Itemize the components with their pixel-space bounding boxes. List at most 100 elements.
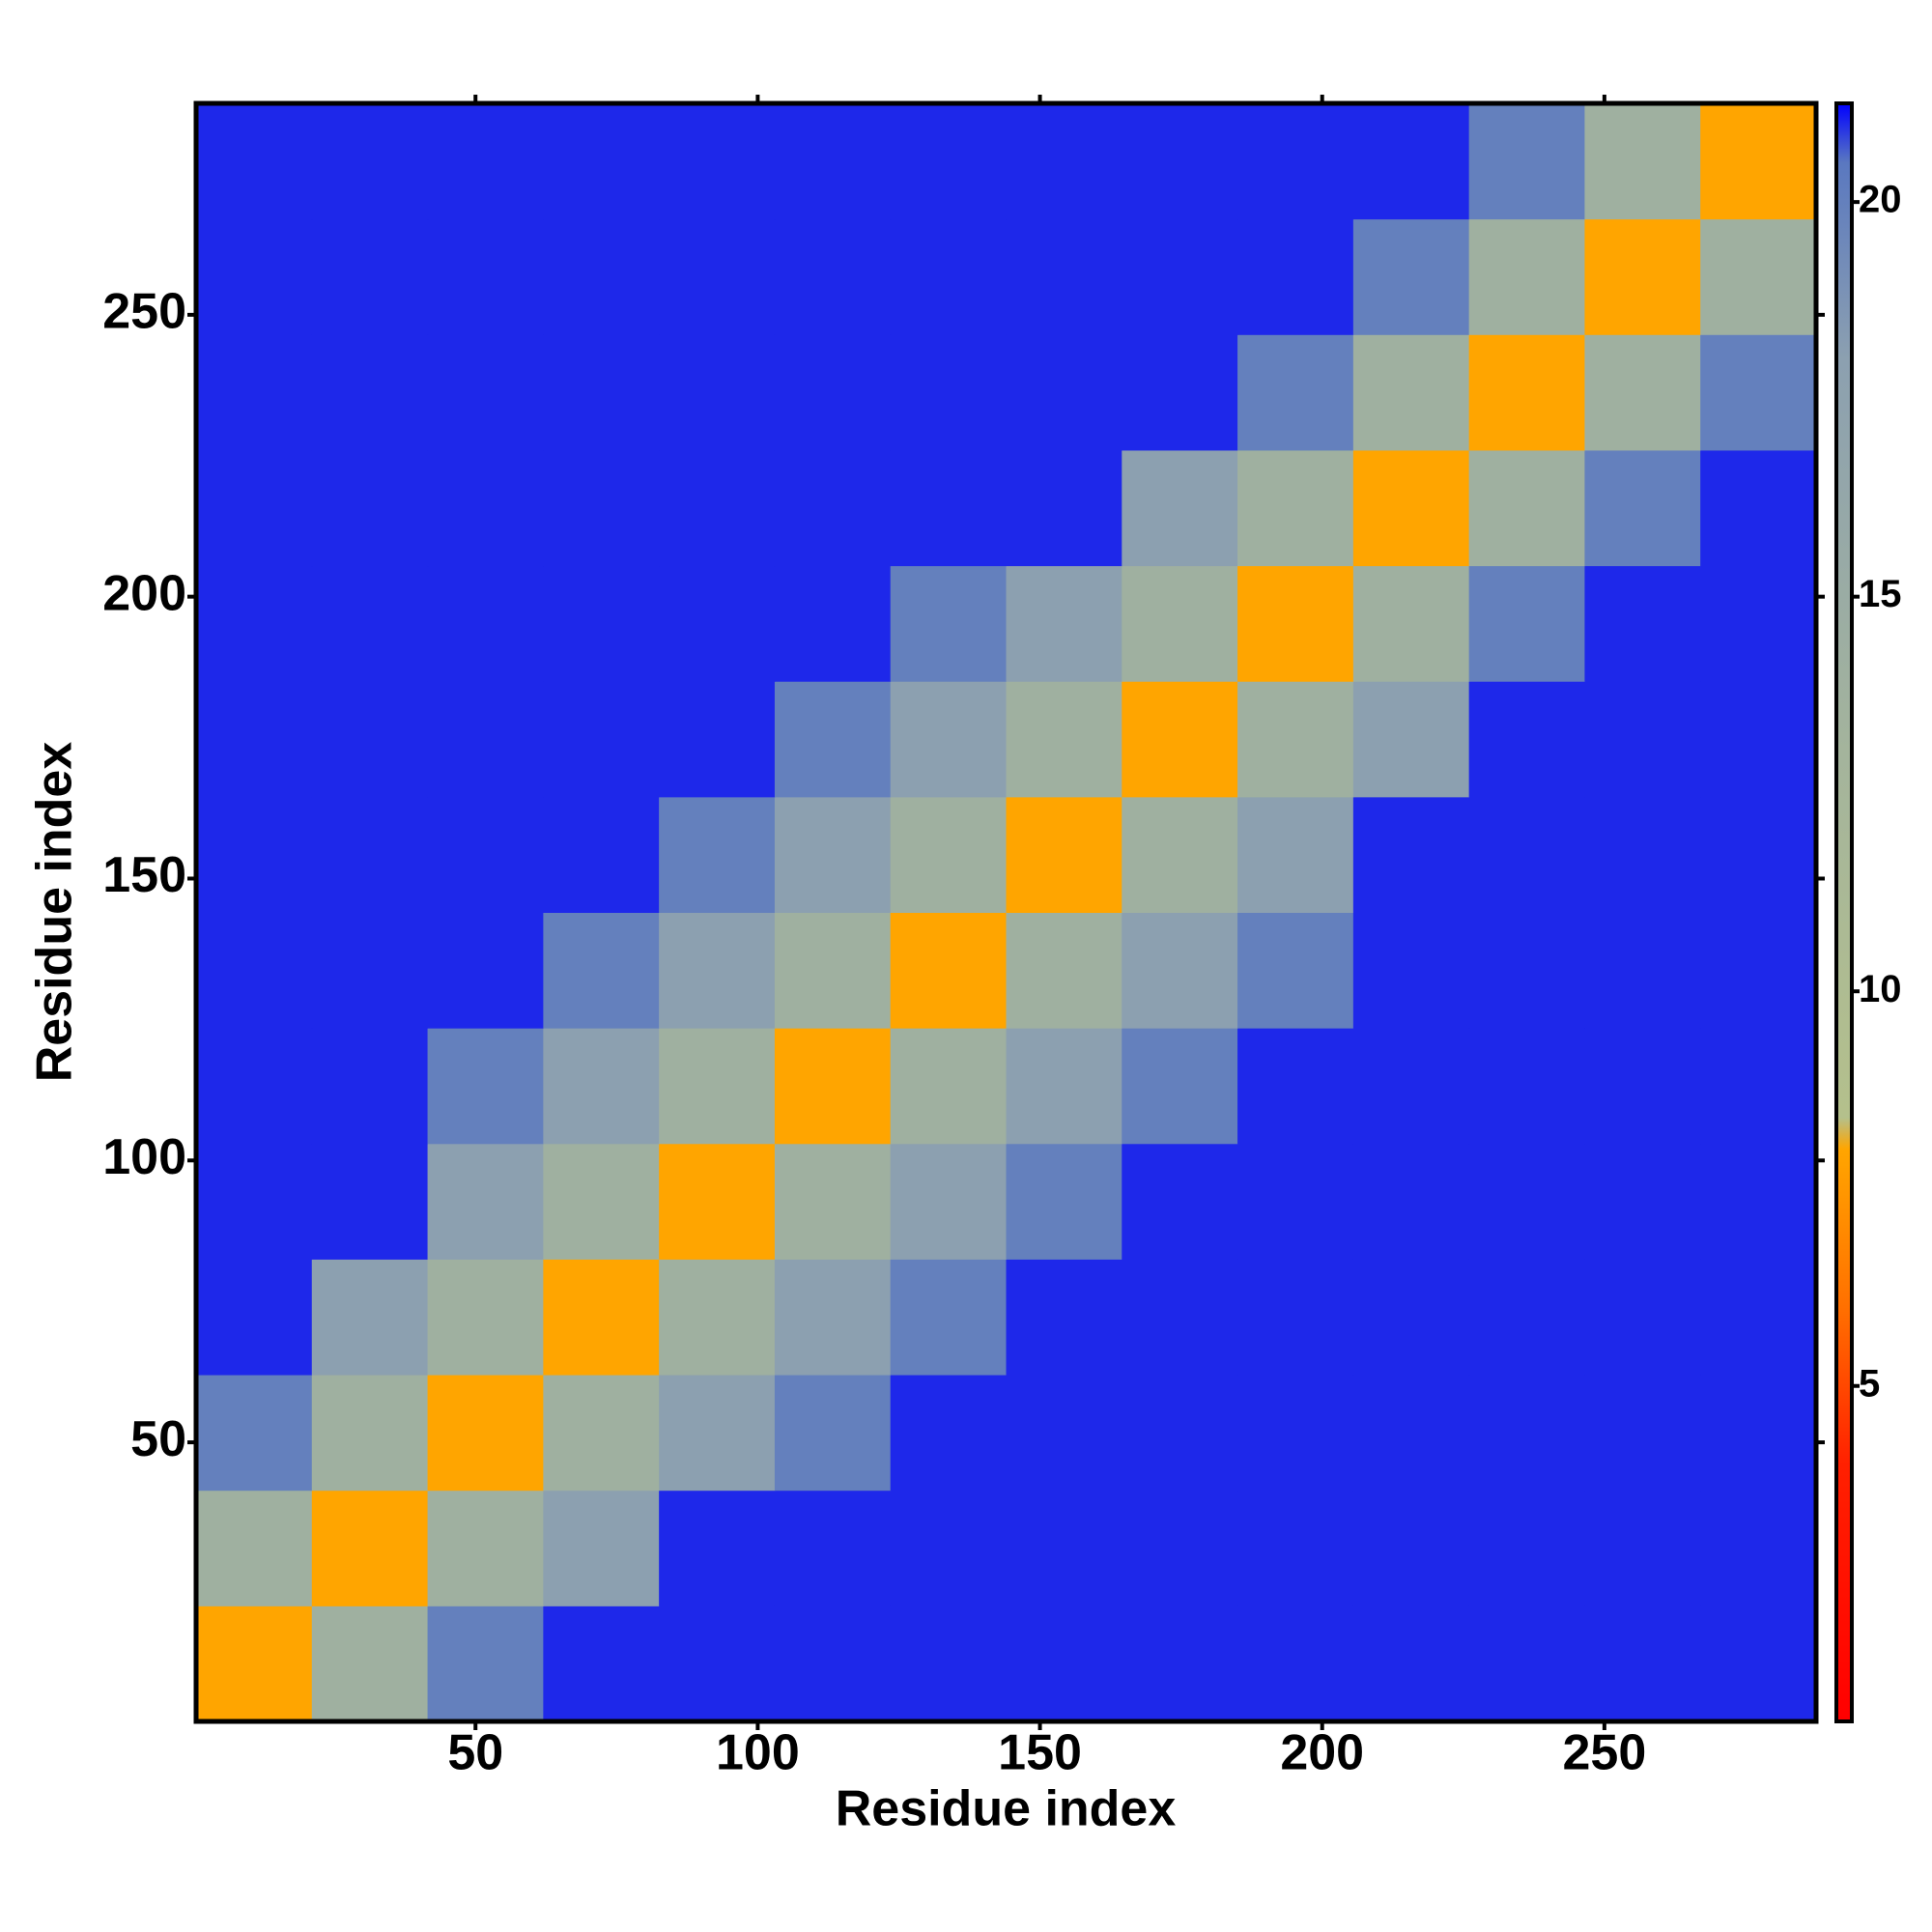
heatmap-cell — [196, 334, 313, 451]
heatmap-cell — [659, 1375, 776, 1492]
heatmap-cell — [659, 1259, 776, 1376]
heatmap-cell — [427, 681, 544, 798]
heatmap-cell — [890, 1490, 1007, 1606]
heatmap-cell — [543, 796, 660, 913]
heatmap-cell — [1700, 1375, 1817, 1492]
heatmap-cell — [1352, 681, 1470, 798]
heatmap-cell — [890, 796, 1007, 913]
heatmap-cell — [1122, 449, 1238, 567]
heatmap-cell — [543, 565, 660, 682]
heatmap-cell — [311, 1143, 429, 1260]
heatmap-cell — [196, 1375, 313, 1492]
heatmap-cell — [196, 1028, 313, 1145]
heatmap-cell — [1122, 1259, 1238, 1376]
heatmap-cell — [1700, 1143, 1817, 1260]
heatmap-cell — [311, 334, 429, 451]
heatmap-cell — [1700, 1490, 1817, 1606]
colorbar-tick-label: 20 — [1859, 179, 1902, 221]
colorbar-tick-label: 15 — [1859, 573, 1902, 615]
heatmap-cell — [1584, 334, 1701, 451]
heatmap-cell — [1584, 1375, 1701, 1492]
heatmap-cell — [659, 565, 776, 682]
heatmap-cell — [1122, 334, 1238, 451]
heatmap-cell — [659, 103, 776, 220]
heatmap-cell — [543, 1143, 660, 1260]
heatmap-cell — [774, 1028, 892, 1145]
heatmap-cell — [543, 218, 660, 335]
heatmap-cell — [1584, 449, 1701, 567]
heatmap-cell — [1352, 1605, 1470, 1722]
heatmap-cell — [543, 1605, 660, 1722]
heatmap-cell — [1700, 103, 1817, 220]
heatmap-cell — [1584, 1259, 1701, 1376]
heatmap-cell — [1584, 565, 1701, 682]
heatmap-cell — [1237, 449, 1354, 567]
heatmap-cell — [1006, 1028, 1122, 1145]
heatmap-cell — [311, 449, 429, 567]
heatmap-cell — [1700, 1259, 1817, 1376]
heatmap-cell — [1352, 1259, 1470, 1376]
heatmap-cell — [427, 218, 544, 335]
heatmap-cell — [427, 565, 544, 682]
heatmap-cell — [196, 218, 313, 335]
heatmap-cell — [1468, 218, 1585, 335]
heatmap-cell — [427, 912, 544, 1029]
heatmap-cell — [1237, 681, 1354, 798]
heatmap-cell — [543, 1490, 660, 1606]
heatmap-cell — [774, 218, 892, 335]
heatmap-cell — [196, 912, 313, 1029]
heatmap-cell — [1352, 103, 1470, 220]
heatmap-cell — [659, 1605, 776, 1722]
heatmap-cell — [1122, 912, 1238, 1029]
heatmap-cell — [196, 1259, 313, 1376]
heatmap-cell — [1006, 1490, 1122, 1606]
heatmap-cell — [1006, 449, 1122, 567]
heatmap-cell — [543, 1259, 660, 1376]
heatmap-cell — [1700, 334, 1817, 451]
heatmap-cell — [1468, 334, 1585, 451]
heatmap-cell — [196, 103, 313, 220]
x-tick-label: 250 — [1562, 1725, 1646, 1781]
heatmap-cell — [311, 1028, 429, 1145]
heatmap-cell — [311, 103, 429, 220]
heatmap-cell — [1122, 1028, 1238, 1145]
heatmap-cell — [427, 334, 544, 451]
heatmap-cell — [659, 449, 776, 567]
heatmap-cell — [1237, 1375, 1354, 1492]
heatmap-cell — [1352, 1028, 1470, 1145]
heatmap-cell — [1468, 796, 1585, 913]
heatmap-cell — [1122, 565, 1238, 682]
heatmap-cell — [1700, 796, 1817, 913]
heatmap-cell — [1700, 681, 1817, 798]
heatmap-cell — [196, 449, 313, 567]
heatmap-cell — [1468, 1143, 1585, 1260]
heatmap-cell — [1700, 449, 1817, 567]
colorbar-tick-label: 10 — [1859, 968, 1902, 1010]
heatmap-cell — [1584, 1605, 1701, 1722]
heatmap-cell — [774, 796, 892, 913]
heatmap-cell — [427, 449, 544, 567]
heatmap-cell — [1468, 681, 1585, 798]
heatmap-cell — [1700, 565, 1817, 682]
heatmap-cell — [1237, 912, 1354, 1029]
y-tick-label: 250 — [102, 284, 186, 340]
heatmap-cell — [311, 565, 429, 682]
colorbar-tick-label: 5 — [1859, 1362, 1880, 1405]
heatmap-cell — [427, 1605, 544, 1722]
heatmap-cell — [543, 1375, 660, 1492]
heatmap-cell — [774, 1143, 892, 1260]
heatmap-cell — [311, 218, 429, 335]
heatmap-cell — [311, 1490, 429, 1606]
heatmap-cell — [543, 681, 660, 798]
heatmap-cell — [1700, 912, 1817, 1029]
heatmap-cell — [1237, 103, 1354, 220]
heatmap-cell — [311, 1375, 429, 1492]
heatmap-cell — [1468, 1490, 1585, 1606]
heatmap-cell — [1237, 1605, 1354, 1722]
heatmap-cell — [543, 912, 660, 1029]
heatmap-cell — [311, 796, 429, 913]
heatmap-cell — [774, 334, 892, 451]
heatmap-cell — [1237, 565, 1354, 682]
heatmap-cell — [1237, 218, 1354, 335]
